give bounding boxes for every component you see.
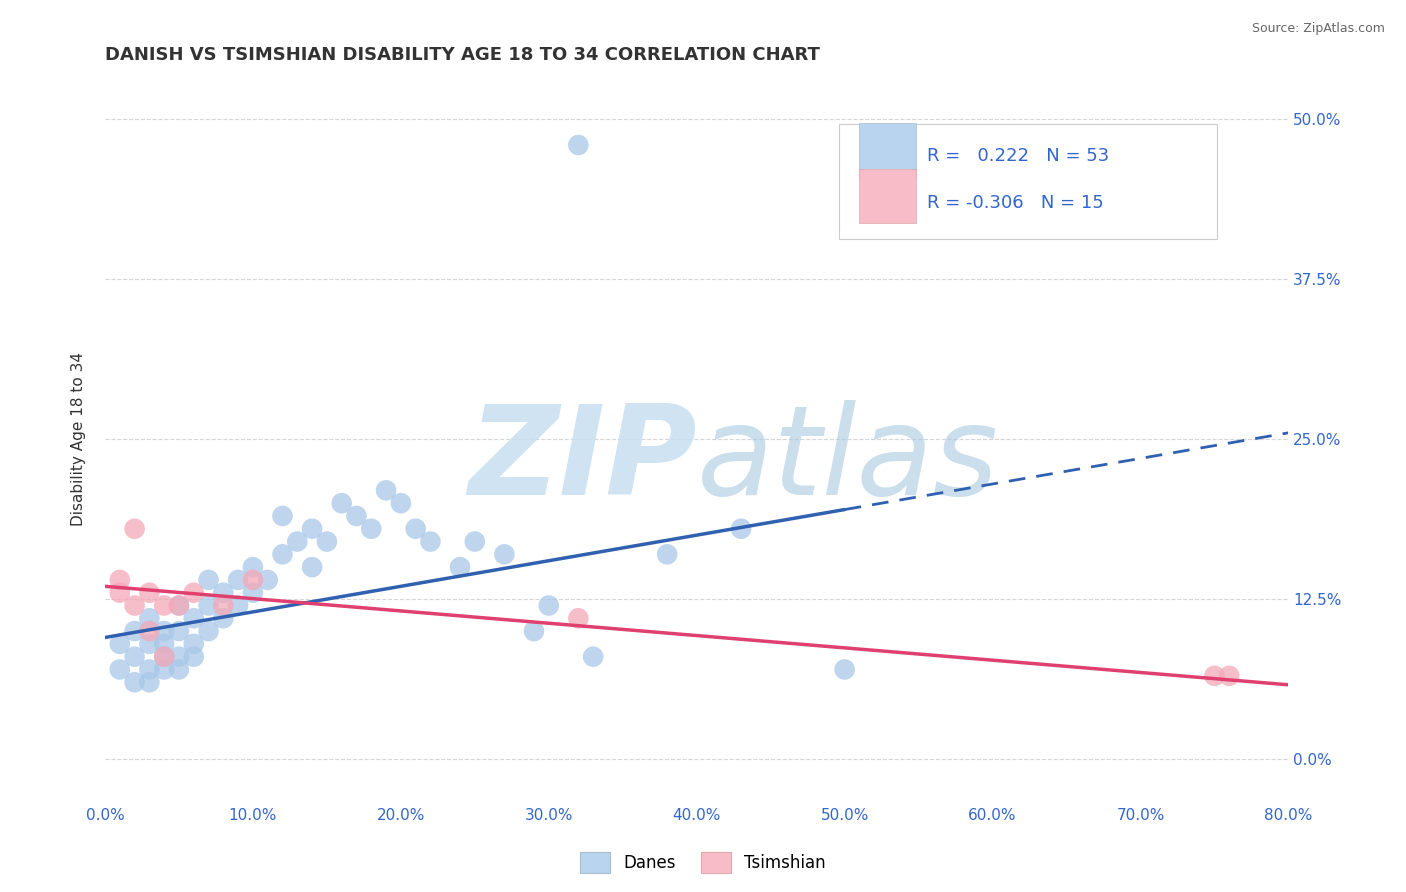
Point bbox=[834, 663, 856, 677]
Point bbox=[124, 599, 146, 613]
Point bbox=[389, 496, 412, 510]
Point bbox=[655, 547, 678, 561]
Point bbox=[183, 611, 205, 625]
Point bbox=[419, 534, 441, 549]
Point bbox=[212, 585, 235, 599]
Text: ZIP: ZIP bbox=[468, 401, 697, 521]
Point bbox=[271, 547, 294, 561]
Point bbox=[226, 573, 249, 587]
Point bbox=[285, 534, 308, 549]
FancyBboxPatch shape bbox=[859, 169, 915, 223]
Point bbox=[1218, 669, 1240, 683]
Point bbox=[153, 649, 176, 664]
Point bbox=[1204, 669, 1226, 683]
Text: R = -0.306   N = 15: R = -0.306 N = 15 bbox=[928, 194, 1104, 212]
Point bbox=[197, 624, 219, 638]
Point bbox=[138, 585, 160, 599]
Point bbox=[183, 649, 205, 664]
Point bbox=[124, 522, 146, 536]
Point bbox=[153, 637, 176, 651]
Point bbox=[330, 496, 353, 510]
Point bbox=[167, 663, 190, 677]
Point bbox=[212, 611, 235, 625]
Point bbox=[153, 649, 176, 664]
Point bbox=[494, 547, 516, 561]
Point bbox=[360, 522, 382, 536]
Point bbox=[167, 624, 190, 638]
Text: R =   0.222   N = 53: R = 0.222 N = 53 bbox=[928, 147, 1109, 165]
Text: Source: ZipAtlas.com: Source: ZipAtlas.com bbox=[1251, 22, 1385, 36]
Point bbox=[138, 675, 160, 690]
Point bbox=[197, 573, 219, 587]
Point bbox=[464, 534, 486, 549]
Point bbox=[153, 624, 176, 638]
Point bbox=[405, 522, 427, 536]
Point bbox=[153, 663, 176, 677]
Point bbox=[301, 560, 323, 574]
Point bbox=[256, 573, 278, 587]
Point bbox=[124, 649, 146, 664]
Point bbox=[567, 138, 589, 153]
Point bbox=[108, 663, 131, 677]
Point bbox=[197, 599, 219, 613]
Point bbox=[138, 637, 160, 651]
Point bbox=[315, 534, 337, 549]
Point bbox=[138, 611, 160, 625]
FancyBboxPatch shape bbox=[859, 123, 915, 177]
Point bbox=[242, 560, 264, 574]
Point bbox=[108, 573, 131, 587]
Point bbox=[375, 483, 398, 498]
Point bbox=[167, 649, 190, 664]
Point bbox=[138, 624, 160, 638]
Text: DANISH VS TSIMSHIAN DISABILITY AGE 18 TO 34 CORRELATION CHART: DANISH VS TSIMSHIAN DISABILITY AGE 18 TO… bbox=[105, 46, 820, 64]
Point bbox=[167, 599, 190, 613]
Point bbox=[153, 599, 176, 613]
Point bbox=[183, 637, 205, 651]
Point bbox=[730, 522, 752, 536]
Point bbox=[271, 508, 294, 523]
Point bbox=[167, 599, 190, 613]
Point bbox=[108, 585, 131, 599]
Point bbox=[242, 573, 264, 587]
Point bbox=[449, 560, 471, 574]
Point bbox=[183, 585, 205, 599]
Point bbox=[212, 599, 235, 613]
Point bbox=[523, 624, 546, 638]
Point bbox=[226, 599, 249, 613]
FancyBboxPatch shape bbox=[839, 124, 1218, 239]
Point bbox=[582, 649, 605, 664]
Point bbox=[567, 611, 589, 625]
Point bbox=[124, 675, 146, 690]
Point bbox=[537, 599, 560, 613]
Point bbox=[124, 624, 146, 638]
Point bbox=[346, 508, 368, 523]
Legend: Danes, Tsimshian: Danes, Tsimshian bbox=[574, 846, 832, 880]
Point bbox=[108, 637, 131, 651]
Point bbox=[138, 663, 160, 677]
Point bbox=[301, 522, 323, 536]
Y-axis label: Disability Age 18 to 34: Disability Age 18 to 34 bbox=[72, 352, 86, 526]
Point bbox=[242, 585, 264, 599]
Text: atlas: atlas bbox=[697, 401, 998, 521]
